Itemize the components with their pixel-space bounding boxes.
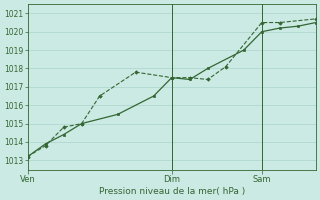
X-axis label: Pression niveau de la mer( hPa ): Pression niveau de la mer( hPa )	[99, 187, 245, 196]
